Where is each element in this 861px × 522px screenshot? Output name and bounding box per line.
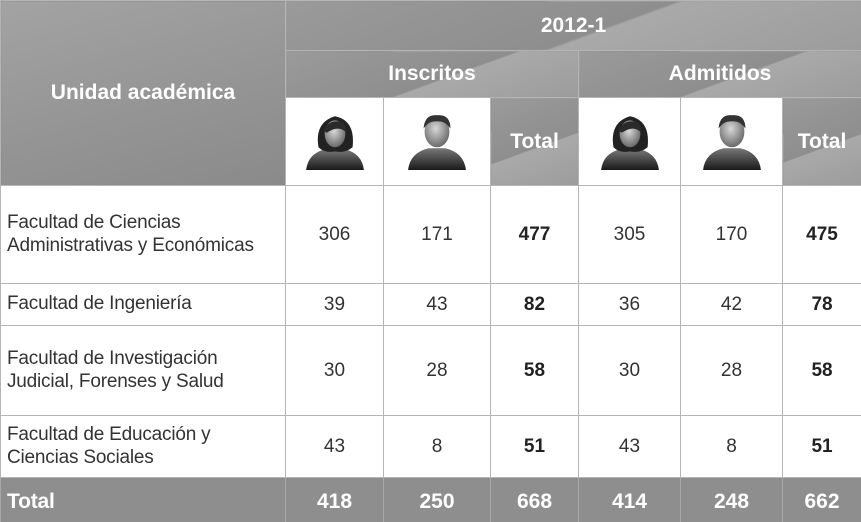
row-label: Facultad de Educación y Ciencias Sociale…	[0, 415, 286, 478]
row-label: Facultad de Ingeniería	[0, 283, 286, 326]
total-cell: 82	[490, 283, 579, 326]
table-row: Facultad de Ingeniería 39 43 82 36 42 78	[0, 283, 861, 326]
value-cell: 250	[383, 477, 491, 522]
table-row: Facultad de Educación y Ciencias Sociale…	[0, 415, 861, 478]
table-row: Facultad de Investigación Judicial, Fore…	[0, 325, 861, 416]
female-icon	[285, 97, 384, 186]
group-header: Inscritos	[285, 50, 579, 98]
value-cell: 43	[285, 415, 384, 478]
total-cell: 58	[781, 325, 861, 416]
male-icon	[680, 97, 783, 186]
table-row: Facultad de Ciencias Administrativas y E…	[0, 185, 861, 284]
value-cell: 43	[383, 283, 491, 326]
value-cell: 43	[578, 415, 681, 478]
value-cell: 305	[578, 185, 681, 284]
total-row: Total 418 250 668 414 248 662	[0, 477, 861, 522]
total-cell: 477	[490, 185, 579, 284]
unit-header: Unidad académica	[0, 0, 286, 186]
total-header: Total	[781, 97, 861, 186]
value-cell: 28	[383, 325, 491, 416]
total-cell: 662	[781, 477, 861, 522]
value-cell: 418	[285, 477, 384, 522]
value-cell: 8	[680, 415, 783, 478]
female-icon	[578, 97, 681, 186]
total-cell: 51	[781, 415, 861, 478]
row-label: Total	[0, 477, 286, 522]
value-cell: 248	[680, 477, 783, 522]
total-cell: 668	[490, 477, 579, 522]
value-cell: 36	[578, 283, 681, 326]
male-icon	[383, 97, 491, 186]
total-cell: 78	[781, 283, 861, 326]
value-cell: 306	[285, 185, 384, 284]
value-cell: 42	[680, 283, 783, 326]
value-cell: 30	[285, 325, 384, 416]
total-cell: 475	[781, 185, 861, 284]
value-cell: 30	[578, 325, 681, 416]
row-label: Facultad de Investigación Judicial, Fore…	[0, 325, 286, 416]
total-cell: 51	[490, 415, 579, 478]
period-header: 2012-1	[284, 0, 861, 51]
table-body: Facultad de Ciencias Administrativas y E…	[0, 185, 861, 522]
value-cell: 28	[680, 325, 783, 416]
value-cell: 39	[285, 283, 384, 326]
value-cell: 8	[383, 415, 491, 478]
total-cell: 58	[490, 325, 579, 416]
total-header: Total	[490, 97, 579, 186]
value-cell: 171	[383, 185, 491, 284]
row-label: Facultad de Ciencias Administrativas y E…	[0, 185, 286, 284]
group-header: Admitidos	[577, 50, 861, 98]
value-cell: 414	[578, 477, 681, 522]
value-cell: 170	[680, 185, 783, 284]
